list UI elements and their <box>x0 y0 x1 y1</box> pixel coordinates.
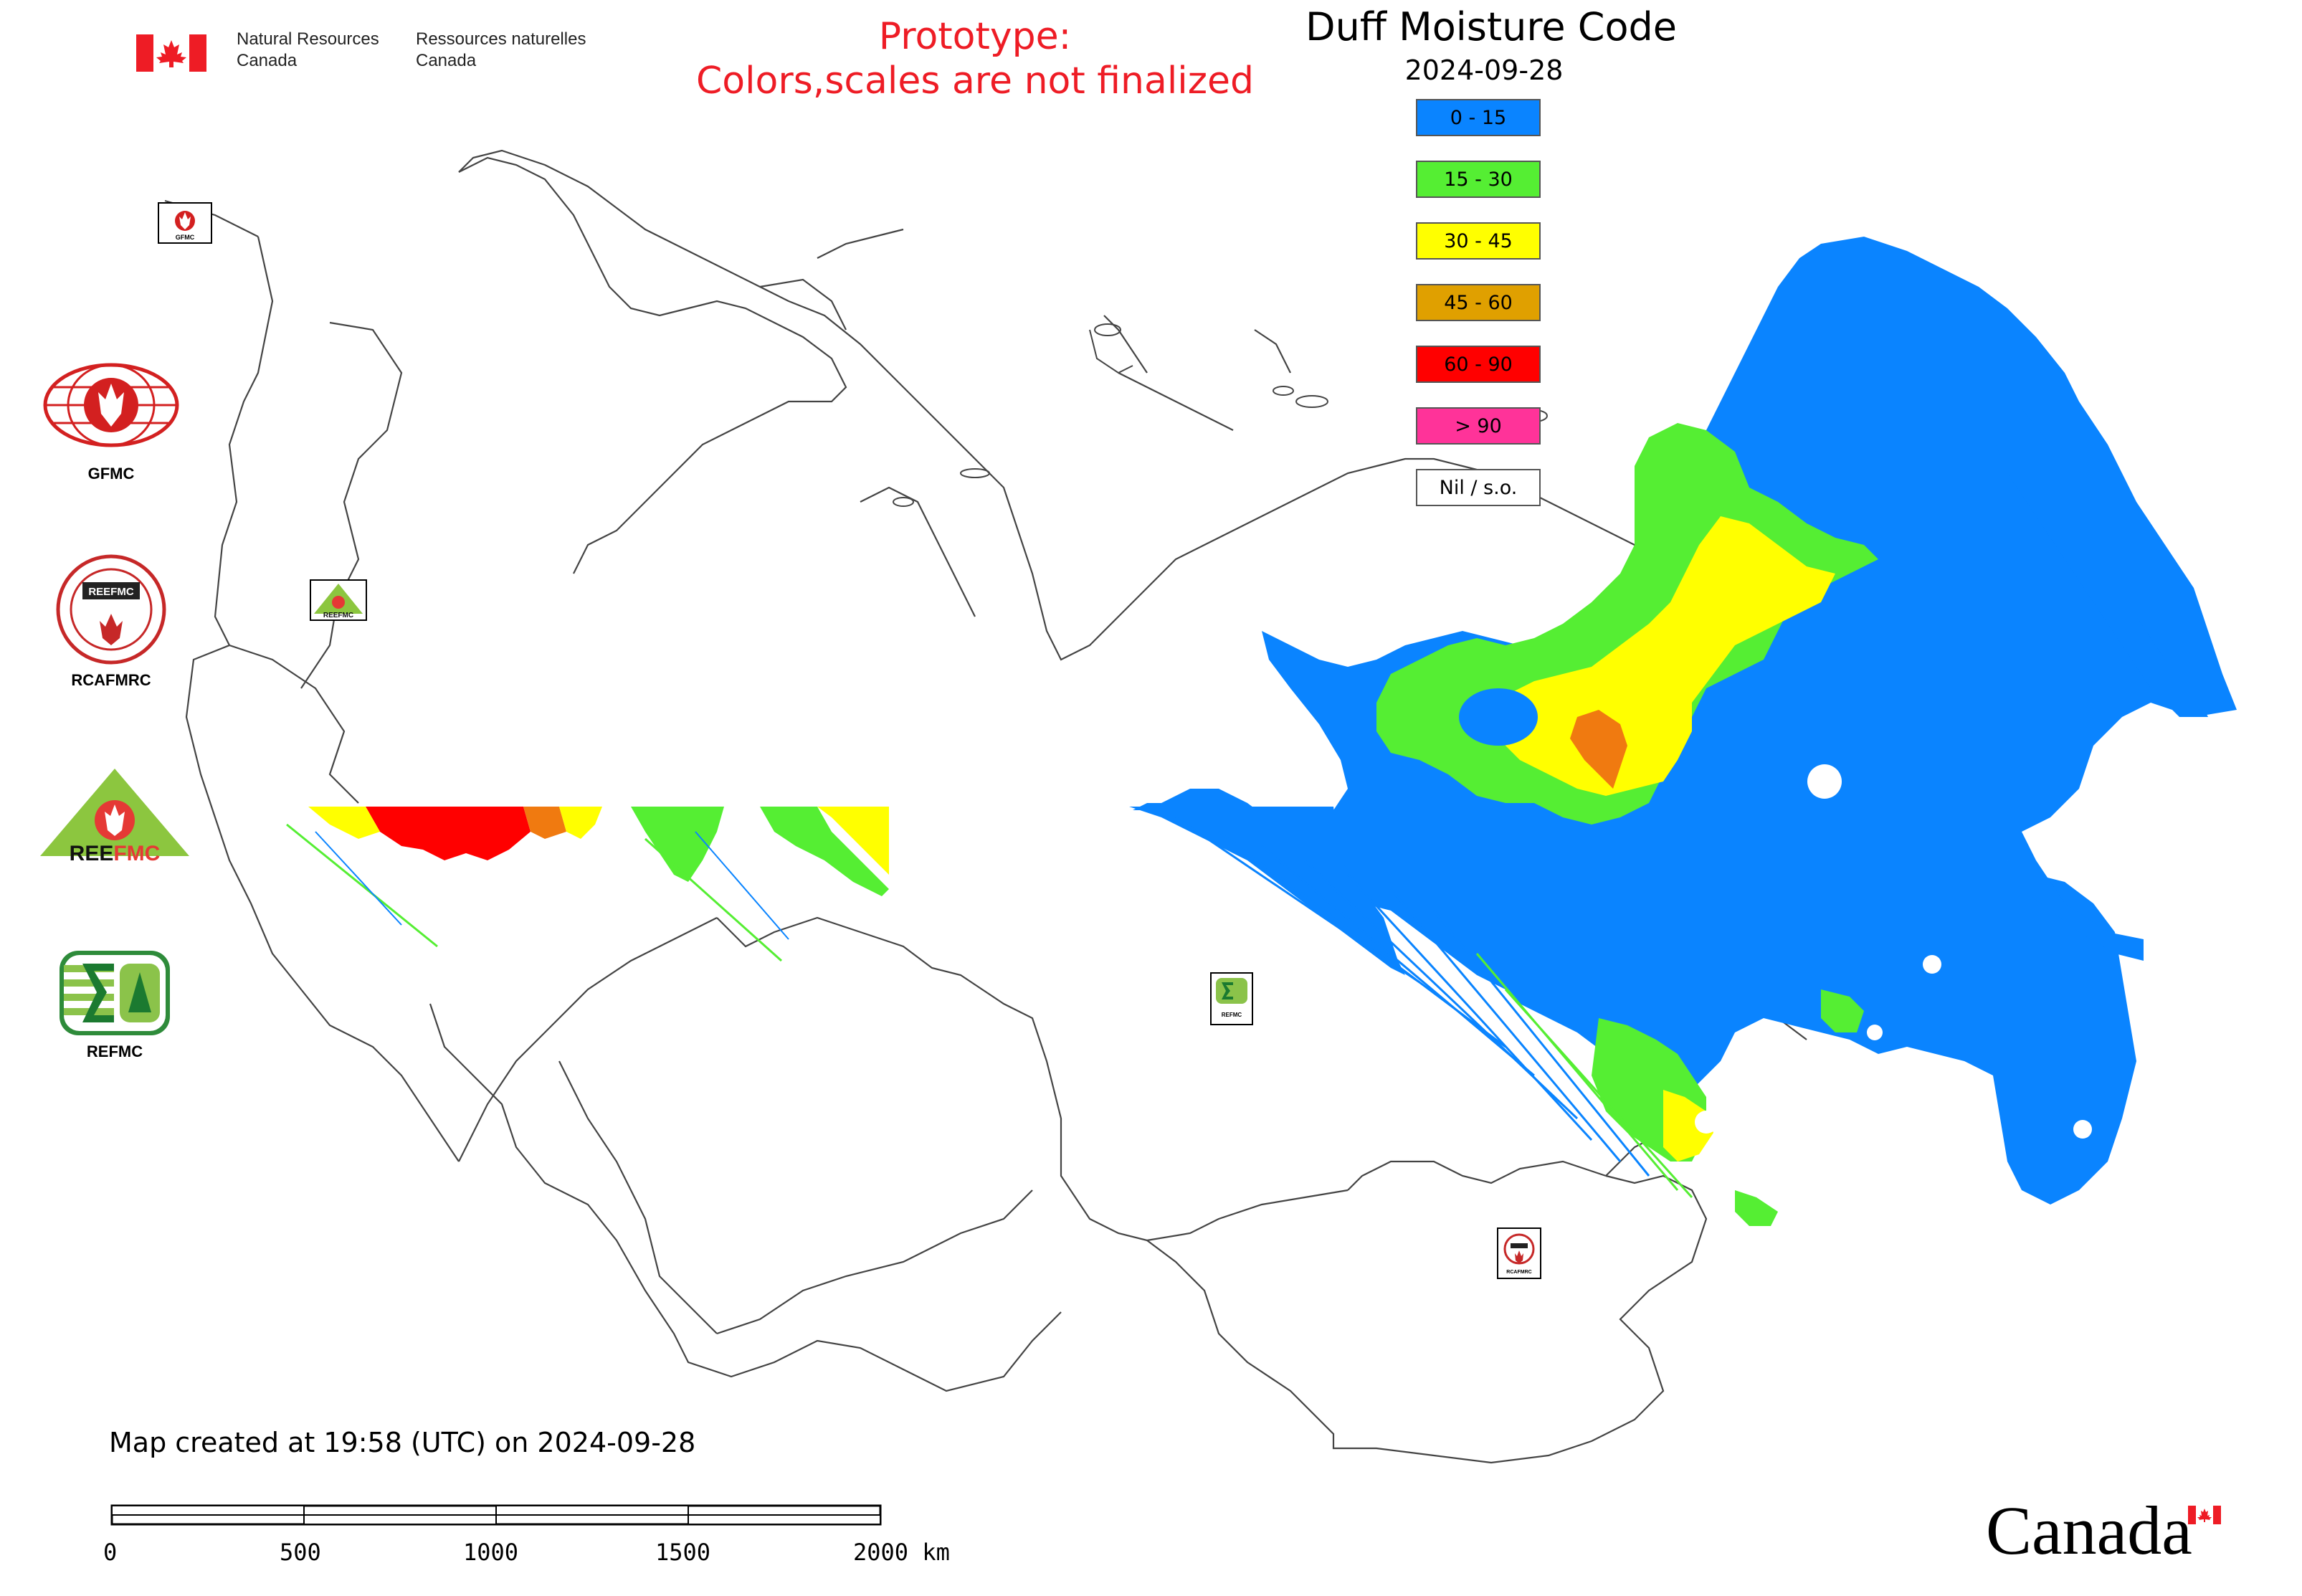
rcafmrc-label: RCAFMRC <box>71 671 151 689</box>
legend-label: 45 - 60 <box>1444 291 1513 314</box>
gfmc-logo: GFMC <box>39 362 183 483</box>
agency-fr-line1: Ressources naturelles <box>416 29 586 49</box>
legend-item-60-90: 60 - 90 <box>1416 346 1541 383</box>
legend-label: 15 - 30 <box>1444 168 1513 191</box>
canada-wordmark-text: Canada <box>1986 1492 2192 1569</box>
legend-item-30-45: 30 - 45 <box>1416 222 1541 260</box>
map-date: 2024-09-28 <box>1404 54 1564 86</box>
refmc-map-marker: REFMC <box>1210 972 1253 1025</box>
scale-label-1000: 1000 <box>463 1539 519 1566</box>
creation-note: Map created at 19:58 (UTC) on 2024-09-28 <box>109 1427 696 1458</box>
scale-label-1500: 1500 <box>655 1539 711 1566</box>
agency-fr-line2: Canada <box>416 51 477 70</box>
reefmc-logo: REEFMC <box>36 766 194 869</box>
legend-label: 60 - 90 <box>1444 353 1513 376</box>
rcafmrc-logo: REEFMC RCAFMRC <box>54 552 168 690</box>
refmc-label: REFMC <box>86 1042 143 1060</box>
refmc-logo: REFMC <box>54 946 176 1061</box>
rcafmrc-marker-icon: RCAFMRC <box>1503 1233 1535 1275</box>
legend-item-nil: Nil / s.o. <box>1416 469 1541 506</box>
scale-label-2000: 2000 km <box>853 1539 950 1566</box>
prototype-line2: Colors,scales are not finalized <box>695 60 1255 103</box>
rcafmrc-logo-icon: REEFMC <box>56 554 166 665</box>
gfmc-logo-icon <box>43 363 179 447</box>
refmc-marker-icon: REFMC <box>1216 978 1247 1018</box>
legend-label: 30 - 45 <box>1444 229 1513 252</box>
legend-label: > 90 <box>1455 414 1502 437</box>
scale-label-0: 0 <box>103 1539 118 1566</box>
agency-en-line1: Natural Resources <box>237 29 379 49</box>
rcafmrc-map-marker: RCAFMRC <box>1497 1227 1541 1279</box>
canada-flag-icon <box>136 34 206 72</box>
legend-item-0-15: 0 - 15 <box>1416 99 1541 136</box>
agency-name-fr: Ressources naturelles Canada <box>416 29 586 72</box>
legend-label: Nil / s.o. <box>1439 476 1518 499</box>
gfmc-map-marker: GFMC <box>158 202 212 244</box>
reefmc-marker-icon: REEFMC <box>314 584 363 619</box>
refmc-logo-icon <box>60 951 170 1035</box>
prototype-warning: Prototype: Colors,scales are not finaliz… <box>645 14 1305 103</box>
agency-en-line2: Canada <box>237 51 298 70</box>
dmc-area-45-60 <box>1570 710 1627 789</box>
rcafmrc-logo-lettering: REEFMC <box>88 586 134 598</box>
legend-label: 0 - 15 <box>1450 106 1507 129</box>
refmc-marker-lettering: REFMC <box>1222 1012 1242 1018</box>
map-title: Duff Moisture Code <box>1305 4 1677 49</box>
scale-label-500: 500 <box>280 1539 321 1566</box>
fire-weather-raster <box>272 237 2237 1226</box>
svg-text:REEFMC: REEFMC <box>70 842 161 865</box>
gfmc-label: GFMC <box>87 465 135 483</box>
nrcan-signature: Natural Resources Canada Ressources natu… <box>136 29 609 79</box>
canada-wordmark-flag-icon <box>2188 1506 2221 1524</box>
gfmc-marker-icon: GFMC <box>175 211 195 241</box>
scale-bar-graphic <box>110 1504 882 1526</box>
reefmc-marker-lettering: REEFMC <box>323 612 353 619</box>
prototype-line1: Prototype: <box>878 15 1072 58</box>
legend-item-gt-90: > 90 <box>1416 407 1541 445</box>
agency-name-en: Natural Resources Canada <box>237 29 379 72</box>
rcafmrc-marker-lettering: RCAFMRC <box>1506 1270 1531 1275</box>
gfmc-marker-lettering: GFMC <box>176 234 195 241</box>
canada-wordmark: Canada <box>1986 1491 2230 1577</box>
reefmc-map-marker: REEFMC <box>310 579 367 621</box>
reefmc-logo-icon: REEFMC <box>40 769 189 865</box>
legend-item-45-60: 45 - 60 <box>1416 284 1541 321</box>
scale-bar: 0 500 1000 1500 2000 km <box>103 1503 968 1582</box>
legend-item-15-30: 15 - 30 <box>1416 161 1541 198</box>
